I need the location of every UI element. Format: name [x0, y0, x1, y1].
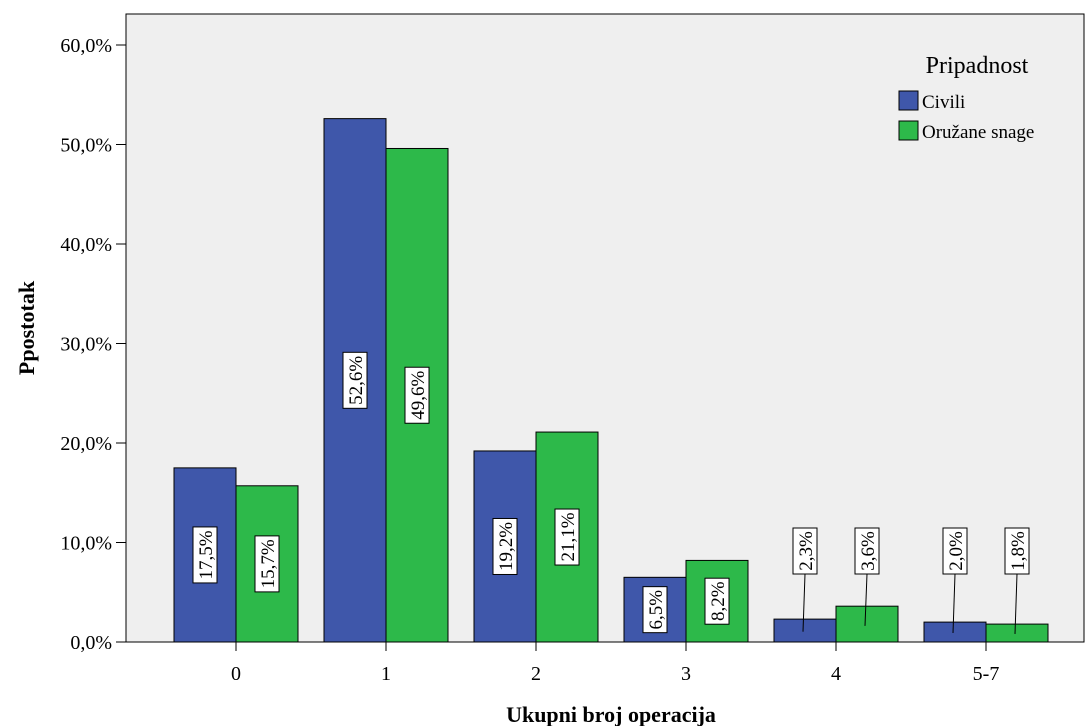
y-tick-label: 20,0%: [60, 433, 112, 455]
data-label-box: [554, 508, 580, 566]
data-label: 49,6%: [408, 371, 429, 420]
data-labels-layer: 17,5% 52,6% 19,2% 6,5% 2,3% 2,0% 15,7% 49,6% 21,…: [192, 351, 1030, 634]
x-axis-title: Ukupni broj operacija: [506, 702, 716, 726]
data-label: 21,1%: [558, 512, 579, 561]
data-label-leader: [802, 573, 806, 632]
data-label-box: [854, 527, 880, 575]
data-label-box: [792, 527, 818, 575]
data-label: 6,5%: [646, 590, 667, 630]
data-label-box: [254, 535, 280, 593]
y-tick-label: 40,0%: [60, 234, 112, 256]
x-tick-label: 1: [381, 663, 391, 685]
data-label-leader: [1014, 573, 1018, 634]
y-axis-title: Ppostotak: [14, 280, 39, 375]
data-label: 15,7%: [258, 539, 279, 588]
data-label-box: [404, 366, 430, 424]
y-tick-label: 10,0%: [60, 533, 112, 555]
data-label: 17,5%: [196, 530, 217, 579]
data-label: 1,8%: [1008, 531, 1029, 571]
data-label: 19,2%: [496, 522, 517, 571]
y-tick-label: 60,0%: [60, 35, 112, 57]
data-label-box: [642, 586, 668, 634]
data-label-box: [704, 577, 730, 625]
legend-swatch-oruzane-snage: [898, 120, 919, 141]
x-tick-label: 3: [681, 663, 691, 685]
data-label-box: [342, 351, 368, 409]
y-axis: 0,0% 10,0% 20,0% 30,0% 40,0% 50,0% 60,0%: [60, 35, 126, 654]
bar-oruzane-snage: [985, 623, 1049, 643]
x-axis: 0 1 2 3 4 5-7: [231, 642, 999, 685]
y-tick-label: 30,0%: [60, 334, 112, 356]
bar-oruzane-snage: [835, 605, 899, 643]
x-tick-label: 2: [531, 663, 541, 685]
data-label: 2,0%: [946, 531, 967, 571]
x-tick-label: 5-7: [973, 663, 1000, 685]
data-label-box: [492, 517, 518, 575]
y-tick-label: 0,0%: [70, 632, 112, 654]
x-tick-label: 4: [831, 663, 841, 685]
data-label-leader: [952, 573, 956, 634]
data-label: 8,2%: [708, 581, 729, 621]
y-tick-label: 50,0%: [60, 135, 112, 157]
data-label-box: [192, 526, 218, 584]
legend-label-civili: Civili: [922, 92, 965, 113]
x-tick-label: 0: [231, 663, 241, 685]
data-label: 3,6%: [858, 531, 879, 571]
data-label-box: [942, 527, 968, 575]
data-label: 2,3%: [796, 531, 817, 571]
legend-swatch-civili: [898, 90, 919, 111]
bar-civili: [773, 618, 837, 643]
data-label-leader: [864, 573, 868, 626]
bar-civili: [923, 621, 987, 643]
data-label: 52,6%: [346, 356, 367, 405]
legend-title: Pripadnost: [926, 53, 1029, 79]
legend-label-oruzane-snage: Oružane snage: [922, 122, 1034, 143]
legend: Pripadnost Civili Oružane snage: [898, 53, 1034, 143]
data-label-box: [1004, 527, 1030, 575]
